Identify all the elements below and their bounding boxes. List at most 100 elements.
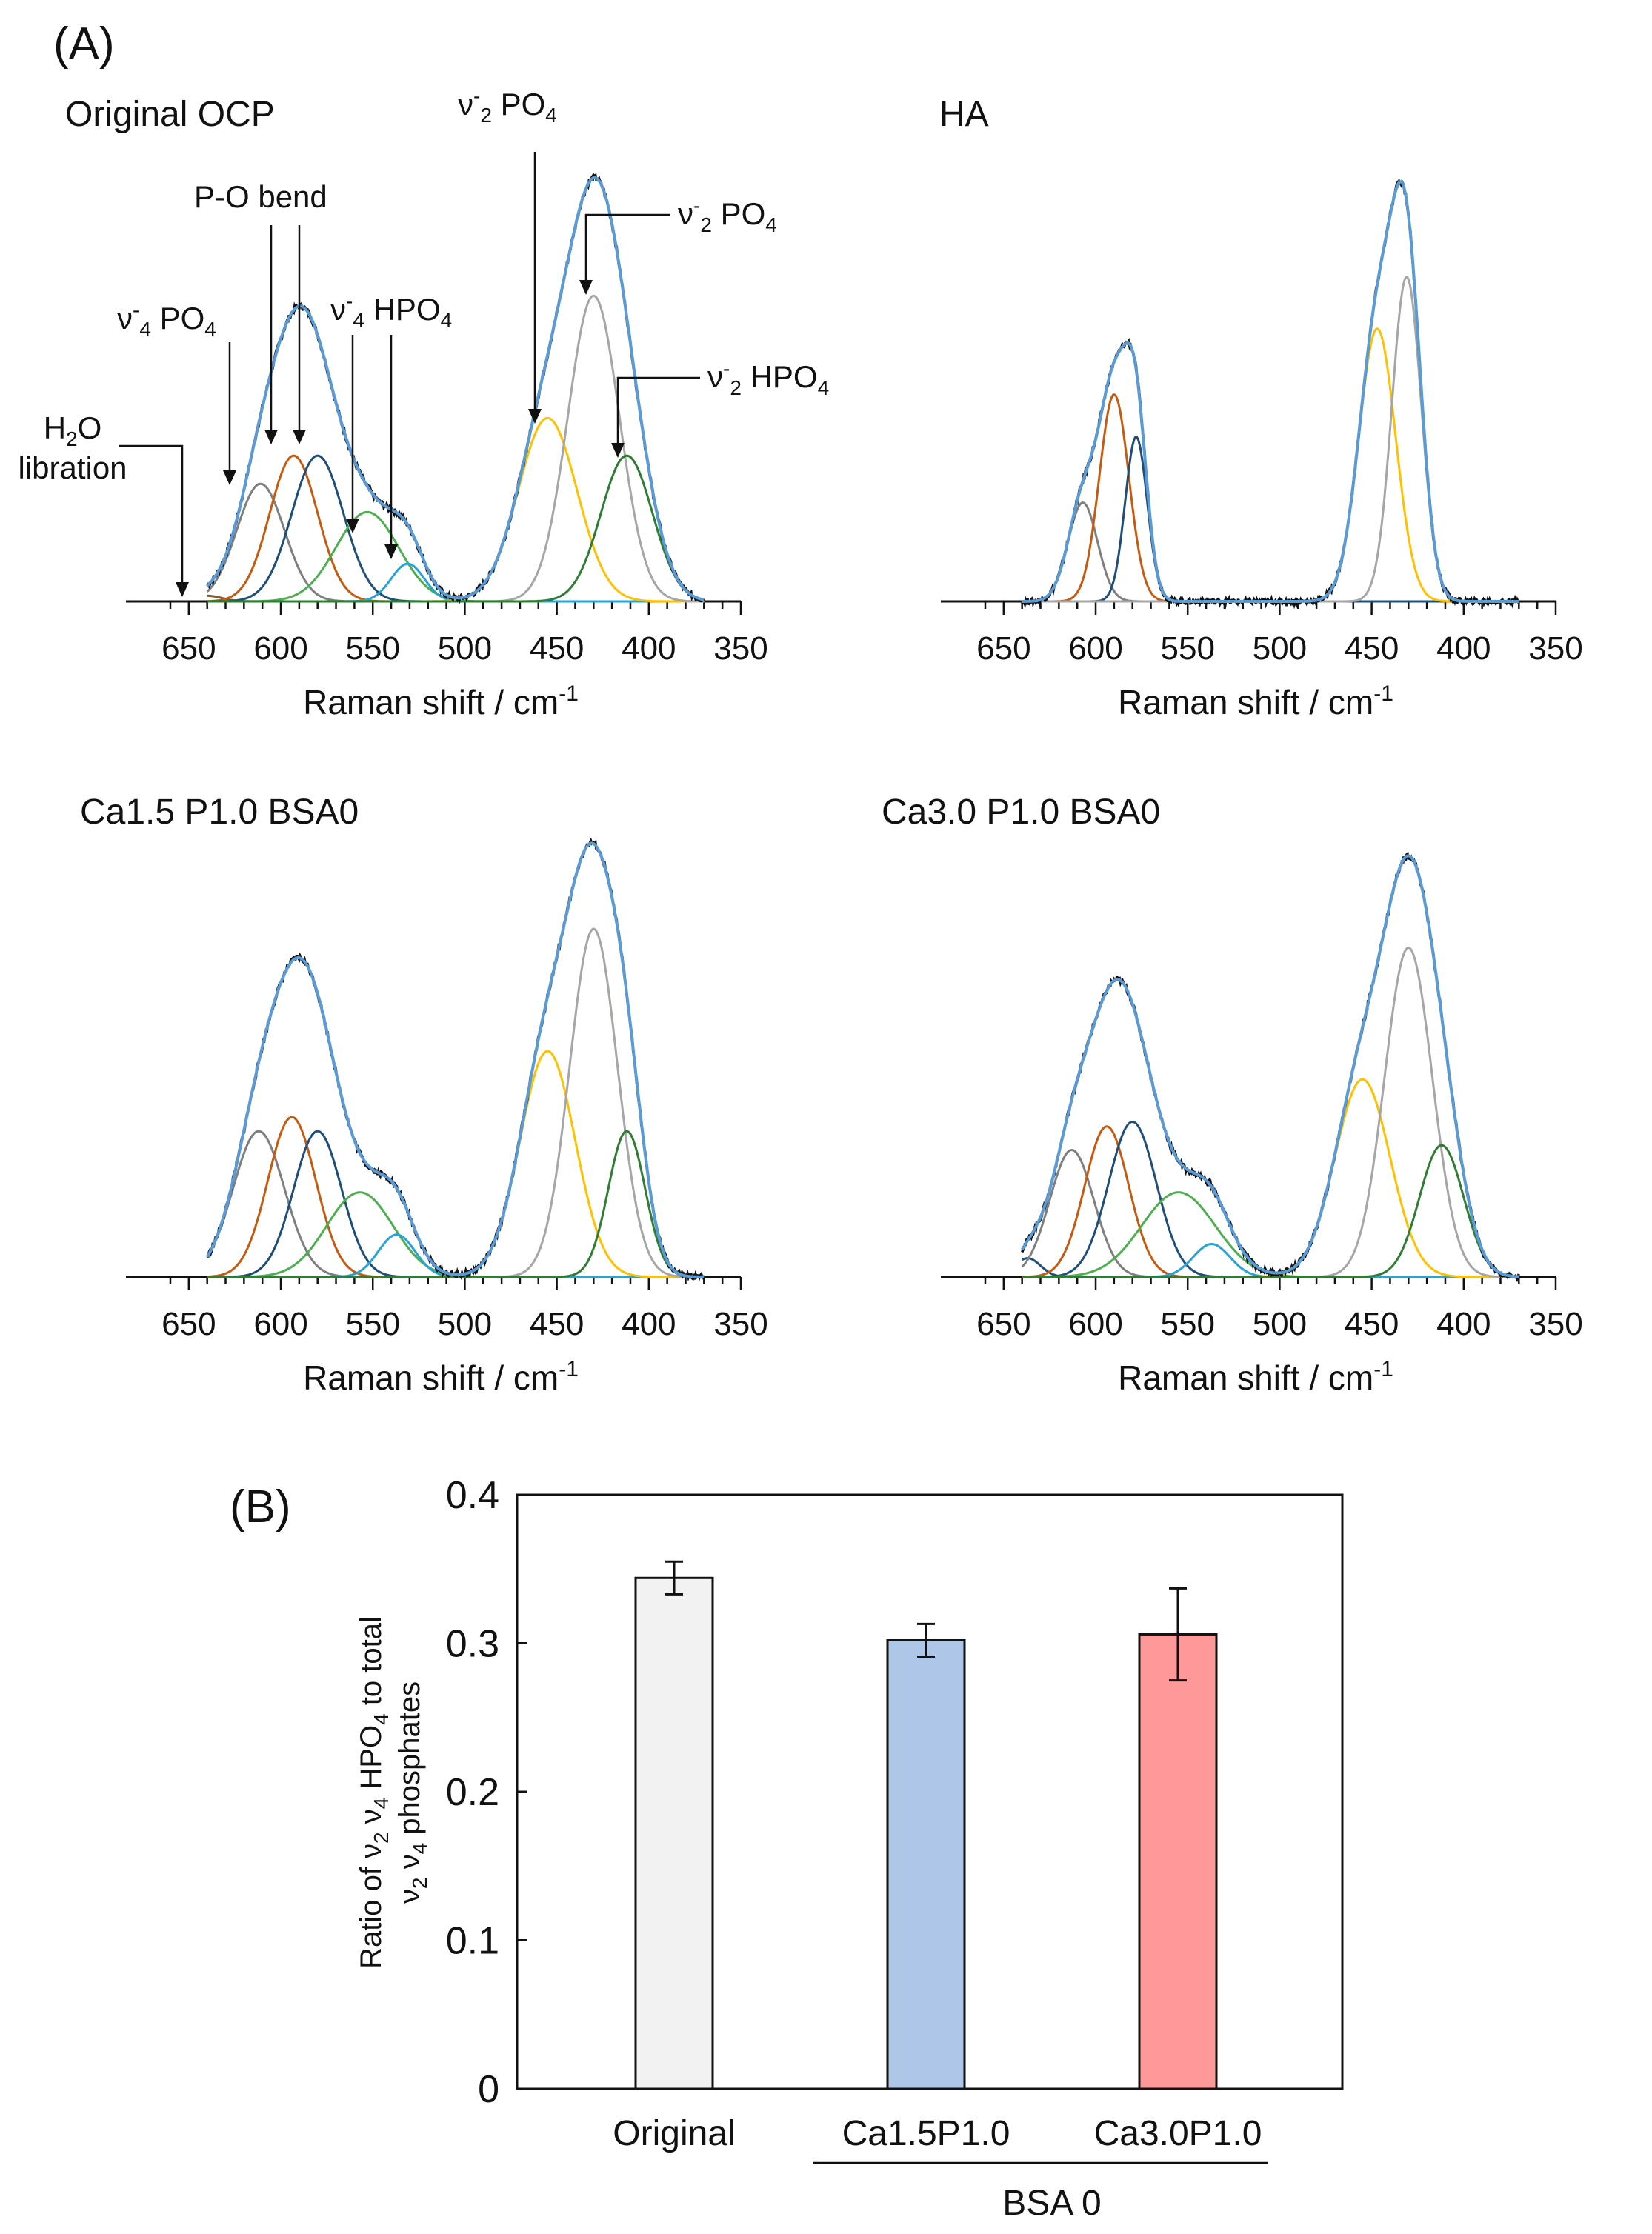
x-tick-label: 500	[1253, 630, 1307, 667]
peak-annotation: H2O	[44, 410, 102, 450]
x-tick-label: 350	[713, 630, 767, 667]
y-tick-label: 0	[478, 2068, 499, 2111]
group-label: BSA 0	[1002, 2184, 1101, 2223]
spectrum-title: Ca1.5 P1.0 BSA0	[80, 793, 359, 832]
peak-annotation: P-O bend	[194, 179, 327, 214]
x-tick-label: 400	[1436, 630, 1491, 667]
annotation-arrowhead	[384, 544, 398, 559]
y-tick-label: 0.1	[446, 1920, 499, 1963]
spectrum-ca15-p10-bsa0: Ca1.5 P1.0 BSA0 650 600 550 500 450 400 350 Rama…	[80, 793, 768, 1397]
fit-component-c2	[1022, 1125, 1519, 1278]
x-tick-label: 350	[713, 1306, 767, 1342]
category-label: Ca1.5P1.0	[842, 2114, 1010, 2153]
x-axis-label: Raman shift / cm-1	[1118, 681, 1393, 721]
fit-component-v4-hpo4-1-	[207, 510, 705, 603]
peak-annotation: ν-2 PO4	[458, 84, 557, 127]
annotation-arrowhead	[293, 430, 306, 444]
peak-annotation: ν-4 PO4	[117, 299, 216, 341]
x-tick-label: 600	[253, 1306, 307, 1342]
peak-annotation: ν-2 PO4	[678, 194, 777, 236]
annotation-leader	[119, 444, 184, 585]
peak-annotation: ν-4 HPO4	[330, 290, 452, 332]
annotation-leader	[584, 213, 670, 281]
annotation-arrowhead	[264, 430, 278, 444]
y-tick-label: 0.2	[446, 1771, 499, 1814]
spectrum-title: HA	[939, 95, 989, 134]
category-label: Original	[613, 2114, 735, 2153]
x-tick-label: 650	[161, 630, 216, 667]
fit-component-p-o-bend-2-	[207, 454, 705, 603]
spectrum-ha: HA 650 600 550 500 450 400 350 Raman shift / cm-…	[939, 95, 1583, 721]
panel-a-label: (A)	[53, 19, 115, 70]
fit-component-c4	[207, 1191, 705, 1278]
fitted-sum-line	[205, 841, 705, 1278]
x-tick-label: 350	[1528, 630, 1582, 667]
y-axis-label-line: Ratio of ν2 ν4 HPO4 to total	[355, 1616, 393, 1969]
x-axis-label: Raman shift / cm-1	[303, 1357, 579, 1397]
fit-component-p-o-bend-1-	[207, 454, 705, 603]
category-label: Ca3.0P1.0	[1094, 2114, 1262, 2153]
fit-component-c8	[1022, 1144, 1519, 1278]
annotation-leader	[616, 376, 700, 444]
fitted-sum-line	[1022, 180, 1519, 603]
x-tick-label: 500	[438, 1306, 492, 1342]
x-tick-label: 600	[1068, 630, 1122, 667]
spectrum-title: Ca3.0 P1.0 BSA0	[882, 793, 1160, 832]
x-tick-label: 400	[622, 1306, 676, 1342]
x-tick-label: 350	[1528, 1306, 1582, 1342]
x-tick-label: 550	[1161, 630, 1215, 667]
peak-annotation: libration	[18, 450, 127, 485]
annotation-arrowhead	[223, 470, 236, 485]
fit-component-v2-1-	[1022, 327, 1519, 603]
x-tick-label: 550	[346, 630, 400, 667]
spectrum-original-ocp: Original OCP 650 600 550 500 450 400 350 Raman s…	[18, 84, 829, 721]
x-tick-label: 450	[530, 1306, 584, 1342]
fit-component-v4-3-	[1022, 436, 1519, 603]
fit-component-v2-hpo4	[207, 454, 705, 603]
fitted-sum-line	[206, 176, 705, 601]
x-axis-label: Raman shift / cm-1	[303, 681, 579, 721]
fitted-sum-line	[1020, 854, 1519, 1278]
annotation-arrowhead	[346, 519, 359, 533]
measured-spectrum-line	[207, 837, 705, 1282]
annotation-arrowhead	[176, 582, 189, 597]
bar-original	[634, 1576, 714, 2090]
spectrum-title: Original OCP	[65, 95, 275, 134]
spectrum-ca30-p10-bsa0: Ca3.0 P1.0 BSA0 650 600 550 500 450 400 350 Rama…	[882, 793, 1583, 1397]
x-axis-label: Raman shift / cm-1	[1118, 1357, 1393, 1397]
x-tick-label: 650	[976, 1306, 1030, 1342]
x-tick-label: 650	[976, 630, 1030, 667]
x-tick-label: 450	[530, 630, 584, 667]
bar-ca30p10	[1138, 1633, 1218, 2090]
x-tick-label: 600	[253, 630, 307, 667]
measured-spectrum-line	[206, 173, 705, 604]
x-tick-label: 450	[1345, 630, 1399, 667]
y-axis-label-line: ν2 ν4 phosphates	[393, 1681, 431, 1904]
fit-component-c3	[207, 1130, 705, 1278]
fit-component-c8	[207, 1130, 705, 1278]
x-tick-label: 400	[622, 630, 676, 667]
annotation-arrowhead	[611, 443, 625, 458]
fit-component-c4	[1022, 1191, 1519, 1278]
y-tick-label: 0.3	[446, 1623, 499, 1666]
x-tick-label: 450	[1345, 1306, 1399, 1342]
fit-component-v2-po4-1-	[207, 416, 705, 603]
annotation-arrowhead	[579, 280, 593, 295]
fit-component-v4-2-	[1022, 393, 1519, 603]
fit-component-c2	[207, 1116, 705, 1278]
x-tick-label: 550	[346, 1306, 400, 1342]
x-tick-label: 550	[1161, 1306, 1215, 1342]
y-tick-label: 0.4	[446, 1474, 499, 1517]
fit-component-c6	[1022, 1078, 1519, 1278]
panel-b-label: (B)	[230, 1481, 291, 1533]
x-tick-label: 500	[438, 630, 492, 667]
x-tick-label: 400	[1436, 1306, 1491, 1342]
measured-spectrum-line	[1021, 851, 1520, 1283]
x-tick-label: 500	[1253, 1306, 1307, 1342]
annotation-arrowhead	[528, 409, 542, 424]
x-tick-label: 600	[1068, 1306, 1122, 1342]
bar-ca15p10	[886, 1638, 966, 2090]
x-tick-label: 650	[161, 1306, 216, 1342]
